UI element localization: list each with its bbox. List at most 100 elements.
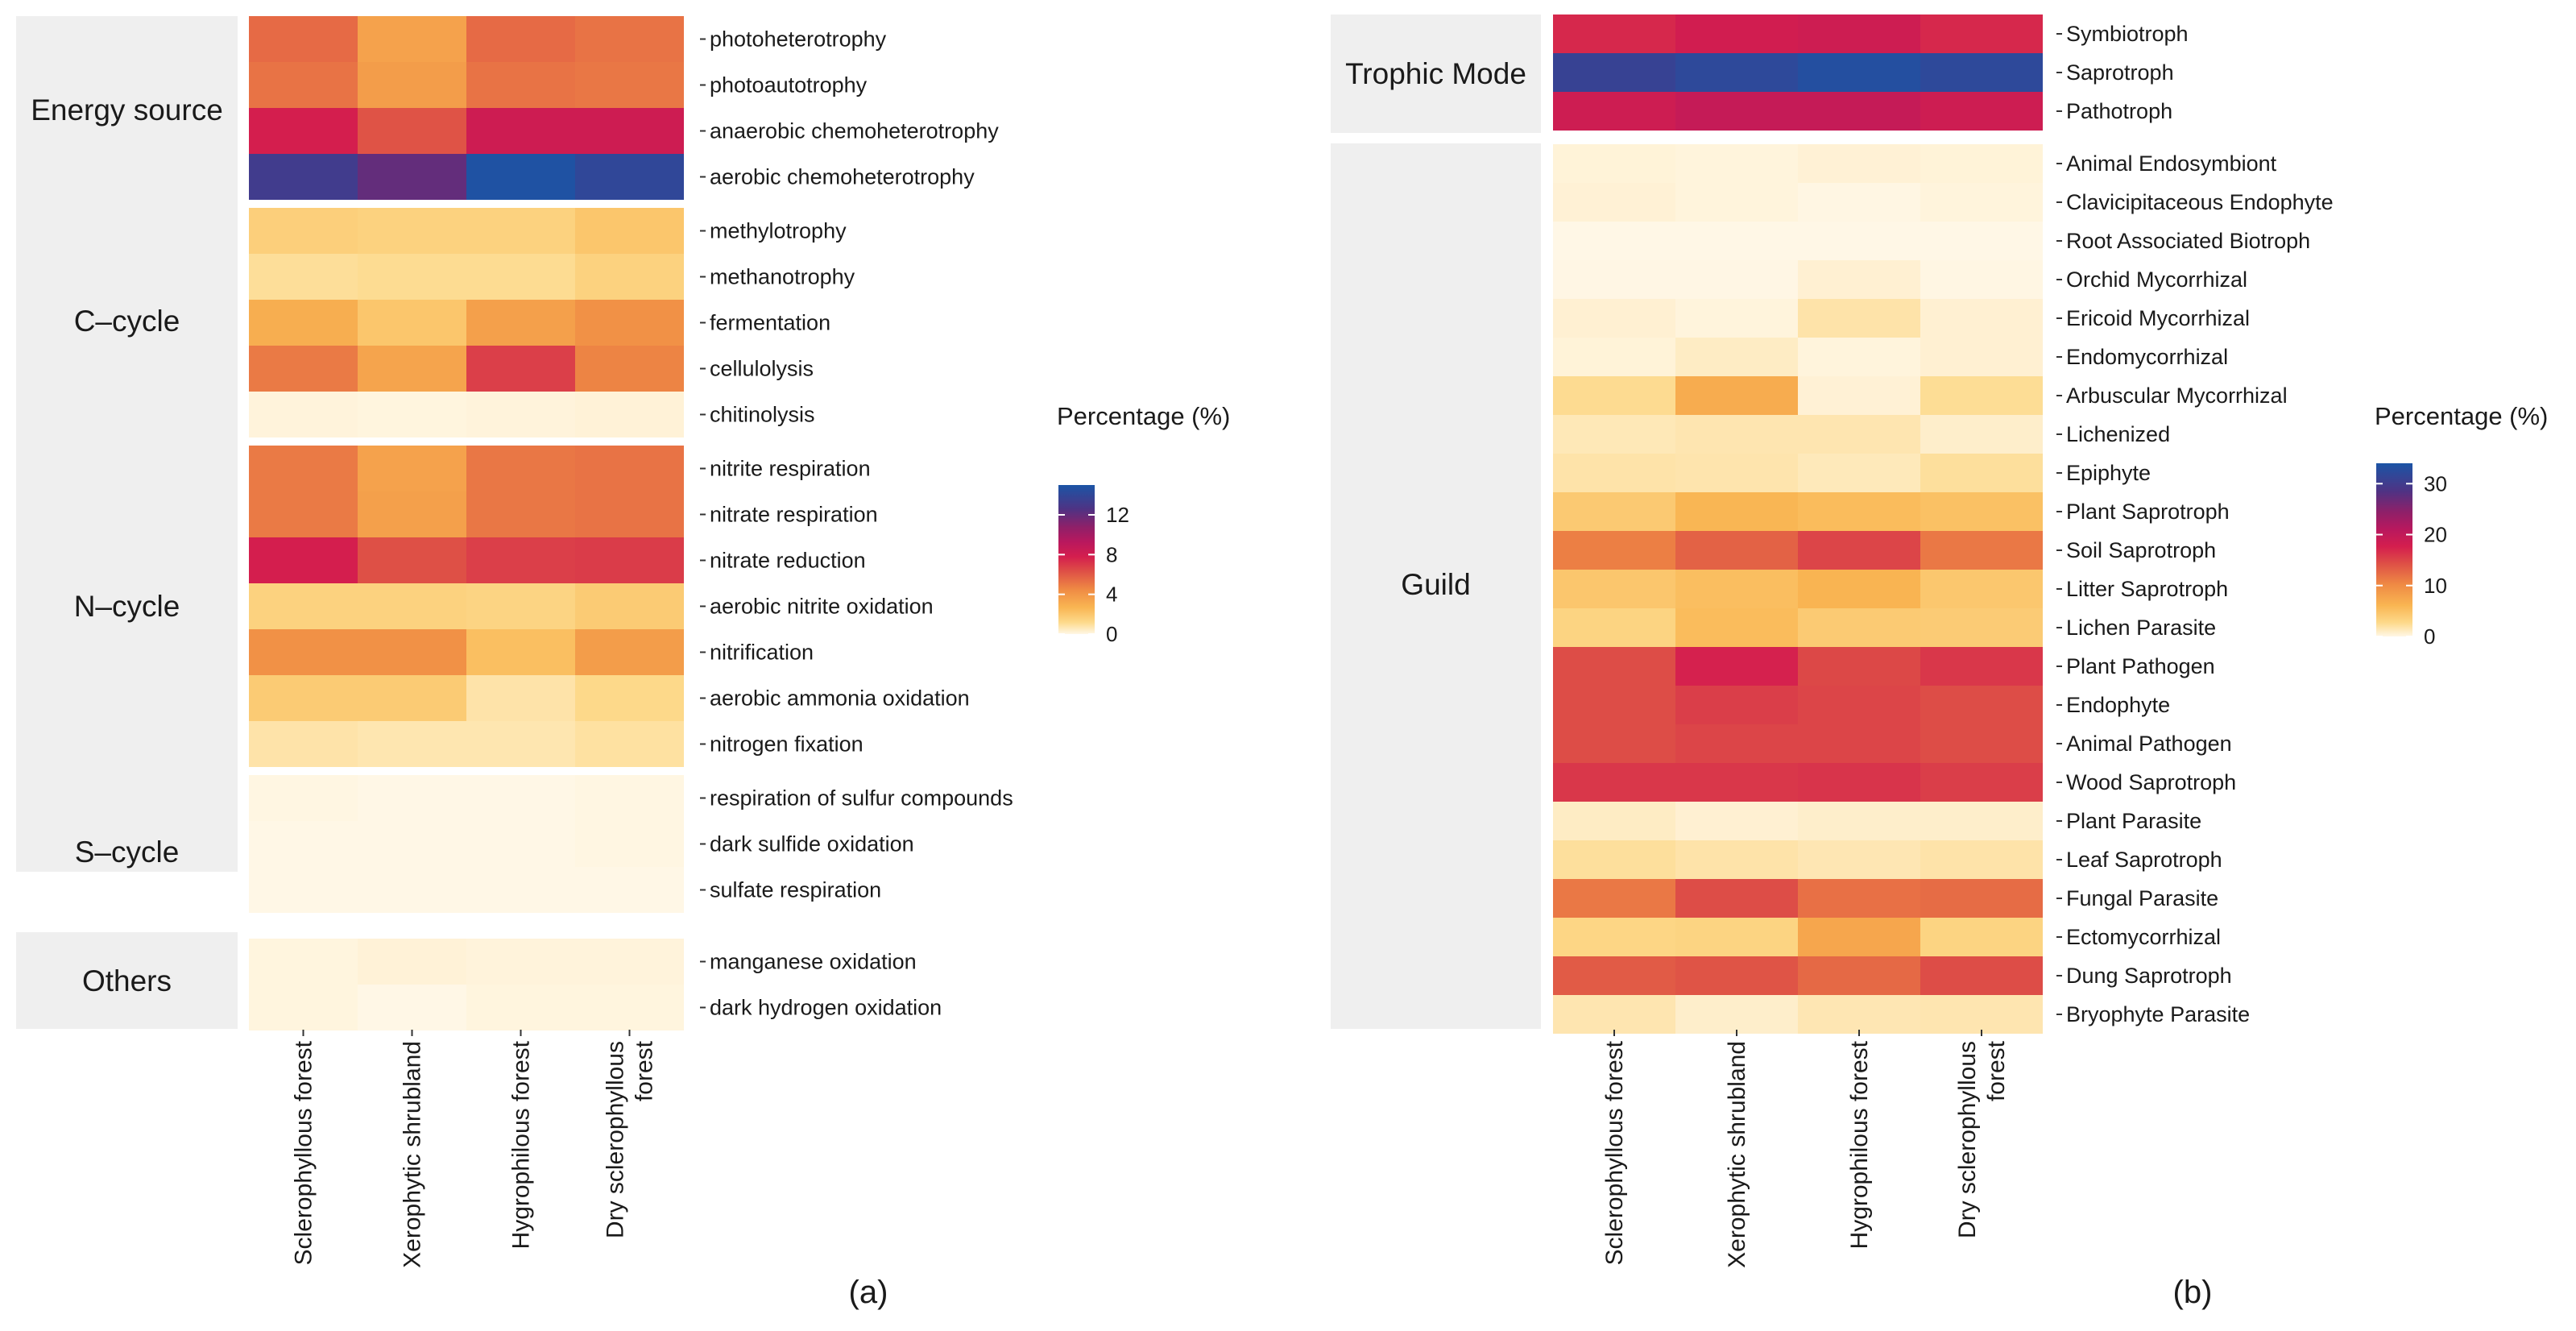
cell-saprotroph-xerophytic-shrubland xyxy=(1675,53,1798,92)
cell-soil-saprotroph-sclerophyllous-forest xyxy=(1553,531,1675,570)
cell-cellulolysis-dry-sclerophyllous-forest xyxy=(575,346,684,392)
cell-epiphyte-xerophytic-shrubland xyxy=(1675,454,1798,492)
column-label-hygrophilous-forest: Hygrophilous forest xyxy=(508,1040,535,1249)
group-strip-guild xyxy=(1331,143,1541,1029)
row-label-chitinolysis: chitinolysis xyxy=(710,403,815,427)
cell-animal-pathogen-xerophytic-shrubland xyxy=(1675,724,1798,763)
cell-animal-pathogen-sclerophyllous-forest xyxy=(1553,724,1675,763)
cell-lichenized-dry-sclerophyllous-forest xyxy=(1920,415,2043,454)
row-label-ectomycorrhizal: Ectomycorrhizal xyxy=(2066,925,2221,949)
cell-manganese-oxidation-sclerophyllous-forest xyxy=(249,939,358,985)
cell-dark-sulfide-oxidation-xerophytic-shrubland xyxy=(358,821,466,867)
cell-manganese-oxidation-xerophytic-shrubland xyxy=(358,939,466,985)
cell-orchid-mycorrhizal-dry-sclerophyllous-forest xyxy=(1920,260,2043,299)
row-label-fungal-parasite: Fungal Parasite xyxy=(2066,886,2218,910)
cell-lichenized-hygrophilous-forest xyxy=(1798,415,1920,454)
colorbar-tick-label: 12 xyxy=(1106,503,1129,527)
cell-bryophyte-parasite-sclerophyllous-forest xyxy=(1553,995,1675,1034)
cell-nitrate-reduction-sclerophyllous-forest xyxy=(249,537,358,583)
cell-clavicipitaceous-endophyte-sclerophyllous-forest xyxy=(1553,183,1675,222)
cell-animal-pathogen-hygrophilous-forest xyxy=(1798,724,1920,763)
row-label-dark-hydrogen-oxidation: dark hydrogen oxidation xyxy=(710,996,942,1020)
row-label-methanotrophy: methanotrophy xyxy=(710,265,855,289)
cell-photoheterotrophy-xerophytic-shrubland xyxy=(358,16,466,62)
cell-endomycorrhizal-hygrophilous-forest xyxy=(1798,338,1920,376)
colorbar-tick-label: 20 xyxy=(2424,523,2447,547)
cell-epiphyte-sclerophyllous-forest xyxy=(1553,454,1675,492)
column-label-dry-sclerophyllous-forest: Dry sclerophyllous forest xyxy=(603,1040,658,1238)
cell-plant-pathogen-xerophytic-shrubland xyxy=(1675,647,1798,686)
row-label-nitrogen-fixation: nitrogen fixation xyxy=(710,732,863,757)
cell-fungal-parasite-xerophytic-shrubland xyxy=(1675,879,1798,918)
cell-symbiotroph-sclerophyllous-forest xyxy=(1553,15,1675,53)
cell-litter-saprotroph-sclerophyllous-forest xyxy=(1553,570,1675,608)
cell-cellulolysis-hygrophilous-forest xyxy=(466,346,575,392)
cell-aerobic-chemoheterotrophy-xerophytic-shrubland xyxy=(358,154,466,200)
cell-fungal-parasite-sclerophyllous-forest xyxy=(1553,879,1675,918)
row-label-epiphyte: Epiphyte xyxy=(2066,461,2151,485)
cell-nitrogen-fixation-hygrophilous-forest xyxy=(466,721,575,767)
cell-saprotroph-sclerophyllous-forest xyxy=(1553,53,1675,92)
row-label-nitrification: nitrification xyxy=(710,641,814,665)
cell-aerobic-ammonia-oxidation-xerophytic-shrubland xyxy=(358,675,466,721)
cell-soil-saprotroph-hygrophilous-forest xyxy=(1798,531,1920,570)
cell-endophyte-xerophytic-shrubland xyxy=(1675,686,1798,724)
cell-respiration-of-sulfur-compounds-sclerophyllous-forest xyxy=(249,775,358,821)
cell-dung-saprotroph-dry-sclerophyllous-forest xyxy=(1920,956,2043,995)
cell-photoheterotrophy-hygrophilous-forest xyxy=(466,16,575,62)
cell-photoautotrophy-xerophytic-shrubland xyxy=(358,62,466,108)
cell-ericoid-mycorrhizal-xerophytic-shrubland xyxy=(1675,299,1798,338)
cell-methylotrophy-xerophytic-shrubland xyxy=(358,208,466,254)
cell-endophyte-sclerophyllous-forest xyxy=(1553,686,1675,724)
group-label-s-cycle: S–cycle xyxy=(75,836,180,869)
row-label-litter-saprotroph: Litter Saprotroph xyxy=(2066,577,2228,601)
cell-photoheterotrophy-dry-sclerophyllous-forest xyxy=(575,16,684,62)
cell-aerobic-chemoheterotrophy-hygrophilous-forest xyxy=(466,154,575,200)
row-label-photoheterotrophy: photoheterotrophy xyxy=(710,27,887,52)
cell-fermentation-hygrophilous-forest xyxy=(466,300,575,346)
cell-orchid-mycorrhizal-sclerophyllous-forest xyxy=(1553,260,1675,299)
cell-dark-sulfide-oxidation-sclerophyllous-forest xyxy=(249,821,358,867)
cell-pathotroph-dry-sclerophyllous-forest xyxy=(1920,92,2043,131)
cell-nitrification-sclerophyllous-forest xyxy=(249,629,358,675)
row-label-aerobic-chemoheterotrophy: aerobic chemoheterotrophy xyxy=(710,165,975,189)
cell-chitinolysis-dry-sclerophyllous-forest xyxy=(575,392,684,437)
cell-dung-saprotroph-hygrophilous-forest xyxy=(1798,956,1920,995)
cell-soil-saprotroph-xerophytic-shrubland xyxy=(1675,531,1798,570)
row-label-anaerobic-chemoheterotrophy: anaerobic chemoheterotrophy xyxy=(710,119,999,143)
row-label-plant-pathogen: Plant Pathogen xyxy=(2066,654,2215,678)
cell-nitrate-reduction-hygrophilous-forest xyxy=(466,537,575,583)
cell-dark-hydrogen-oxidation-xerophytic-shrubland xyxy=(358,985,466,1030)
group-label-energy-source: Energy source xyxy=(31,93,223,126)
row-label-sulfate-respiration: sulfate respiration xyxy=(710,878,881,902)
cell-methylotrophy-dry-sclerophyllous-forest xyxy=(575,208,684,254)
cell-aerobic-nitrite-oxidation-hygrophilous-forest xyxy=(466,583,575,629)
cell-pathotroph-hygrophilous-forest xyxy=(1798,92,1920,131)
cell-wood-saprotroph-hygrophilous-forest xyxy=(1798,763,1920,802)
cell-anaerobic-chemoheterotrophy-xerophytic-shrubland xyxy=(358,108,466,154)
row-label-animal-pathogen: Animal Pathogen xyxy=(2066,732,2232,756)
cell-plant-saprotroph-xerophytic-shrubland xyxy=(1675,492,1798,531)
cell-sulfate-respiration-hygrophilous-forest xyxy=(466,867,575,913)
cell-ericoid-mycorrhizal-dry-sclerophyllous-forest xyxy=(1920,299,2043,338)
cell-dung-saprotroph-xerophytic-shrubland xyxy=(1675,956,1798,995)
row-label-wood-saprotroph: Wood Saprotroph xyxy=(2066,770,2236,794)
cell-aerobic-nitrite-oxidation-xerophytic-shrubland xyxy=(358,583,466,629)
cell-animal-endosymbiont-xerophytic-shrubland xyxy=(1675,144,1798,183)
cell-root-associated-biotroph-dry-sclerophyllous-forest xyxy=(1920,222,2043,260)
cell-respiration-of-sulfur-compounds-xerophytic-shrubland xyxy=(358,775,466,821)
column-label-dry-sclerophyllous-forest: Dry sclerophyllous forest xyxy=(1954,1040,2010,1238)
cell-litter-saprotroph-dry-sclerophyllous-forest xyxy=(1920,570,2043,608)
row-label-arbuscular-mycorrhizal: Arbuscular Mycorrhizal xyxy=(2066,384,2288,408)
cell-symbiotroph-dry-sclerophyllous-forest xyxy=(1920,15,2043,53)
column-label-xerophytic-shrubland: Xerophytic shrubland xyxy=(400,1041,426,1268)
row-label-leaf-saprotroph: Leaf Saprotroph xyxy=(2066,848,2222,872)
row-label-plant-parasite: Plant Parasite xyxy=(2066,809,2201,833)
cell-litter-saprotroph-hygrophilous-forest xyxy=(1798,570,1920,608)
cell-plant-pathogen-hygrophilous-forest xyxy=(1798,647,1920,686)
cell-lichenized-sclerophyllous-forest xyxy=(1553,415,1675,454)
row-label-pathotroph: Pathotroph xyxy=(2066,99,2172,123)
cell-nitrogen-fixation-sclerophyllous-forest xyxy=(249,721,358,767)
cell-arbuscular-mycorrhizal-sclerophyllous-forest xyxy=(1553,376,1675,415)
panel-a-heatmap: photoheterotrophy photoautotrophy anaerobi… xyxy=(16,16,1230,1310)
